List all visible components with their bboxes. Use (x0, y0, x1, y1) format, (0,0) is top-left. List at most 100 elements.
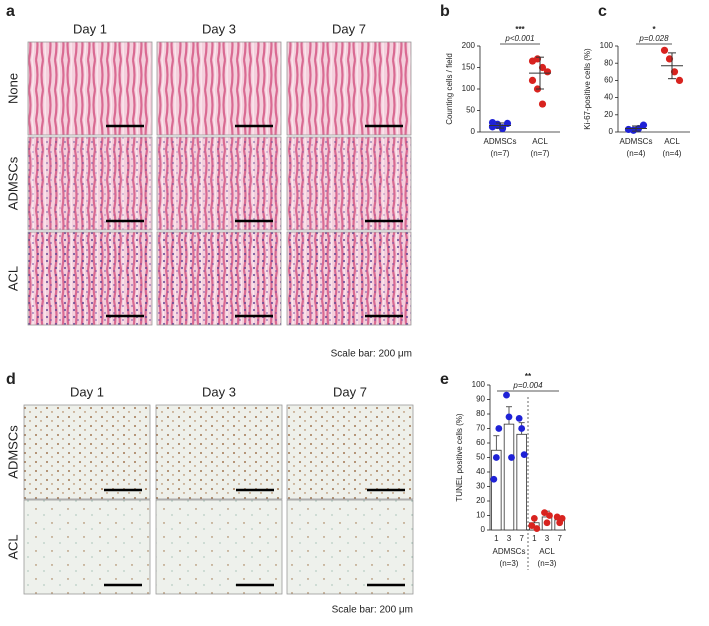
group-note: (n=7) (531, 149, 550, 158)
y-tick-label: 0 (481, 525, 486, 534)
y-tick-label: 0 (471, 127, 476, 136)
micrograph-frame (156, 41, 282, 136)
x-tick-label: 1 (494, 534, 499, 543)
micrograph-frame (23, 499, 151, 595)
micrograph-frame (23, 404, 151, 500)
point (543, 68, 552, 76)
point (505, 413, 513, 421)
y-axis-label: Ki-67-positive cells (%) (583, 48, 592, 130)
x-tick-label: 7 (557, 534, 562, 543)
y-tick-label: 100 (462, 84, 476, 93)
point (528, 76, 537, 84)
point (528, 522, 536, 530)
x-tick-label: 1 (532, 534, 537, 543)
micrograph (287, 500, 413, 594)
micrograph-frame (155, 499, 283, 595)
significance: * (652, 25, 656, 34)
point (639, 121, 648, 129)
group-label: ACL (539, 547, 555, 556)
micrograph-frame (27, 231, 153, 326)
panel-label: a (6, 3, 15, 20)
p-value: p=0.028 (638, 34, 669, 43)
panel-label: e (440, 371, 449, 388)
point (533, 525, 541, 532)
micrograph (156, 500, 282, 594)
micrograph (24, 500, 150, 594)
y-tick-label: 100 (600, 41, 614, 50)
micrograph (157, 137, 281, 230)
bar (491, 449, 502, 531)
micrograph-frame (27, 41, 153, 136)
group-note: (n=3) (538, 559, 557, 568)
point (495, 425, 503, 432)
p-value: p=0.004 (512, 381, 543, 390)
group-label: ACL (532, 137, 548, 146)
micrograph-frame (286, 136, 412, 231)
column-header: Day 3 (202, 384, 236, 399)
point (515, 414, 523, 422)
micrograph-frame (155, 404, 283, 500)
y-tick-label: 80 (476, 409, 485, 418)
y-tick-label: 70 (476, 424, 485, 433)
y-tick-label: 20 (604, 110, 613, 119)
y-tick-label: 0 (609, 127, 614, 136)
point (503, 391, 510, 399)
y-axis-label: TUNEL positive cells (%) (455, 413, 464, 502)
micrograph (287, 232, 411, 325)
y-tick-label: 40 (604, 93, 613, 102)
micrograph (157, 42, 281, 135)
micrograph-frame (286, 404, 414, 500)
micrograph (287, 137, 411, 230)
column-header: Day 3 (202, 21, 236, 36)
group-label: ADMSCs (620, 137, 653, 146)
y-tick-label: 40 (476, 467, 485, 476)
x-tick-label: 7 (519, 534, 524, 543)
group-note: (n=3) (500, 559, 519, 568)
point (520, 451, 528, 458)
group-label: ADMSCs (493, 547, 526, 556)
y-tick-label: 20 (476, 496, 485, 505)
group-note: (n=4) (627, 149, 646, 158)
point (665, 55, 674, 63)
x-tick-label: 3 (507, 534, 512, 543)
micrograph (28, 137, 152, 230)
point (518, 425, 526, 432)
x-tick-label: 3 (545, 534, 550, 543)
y-tick-label: 80 (604, 58, 613, 67)
row-label: ACL (5, 534, 20, 559)
bar (516, 433, 527, 531)
column-header: Day 1 (73, 21, 107, 36)
point (538, 100, 547, 108)
row-label: None (5, 73, 20, 104)
significance: *** (515, 25, 525, 34)
point (508, 454, 515, 461)
y-axis-label: Counting cells / field (445, 53, 454, 125)
micrograph (287, 42, 411, 135)
y-tick-label: 150 (462, 63, 476, 72)
micrograph-frame (27, 136, 153, 231)
column-header: Day 7 (332, 21, 366, 36)
micrograph-frame (156, 136, 282, 231)
point (492, 454, 500, 461)
y-tick-label: 60 (604, 76, 613, 85)
micrograph (287, 405, 413, 499)
micrograph-frame (286, 231, 412, 326)
micrograph-frame (286, 499, 414, 595)
row-label: ADMSCs (5, 425, 20, 479)
y-tick-label: 100 (472, 380, 486, 389)
group-label: ADMSCs (484, 137, 517, 146)
panel-label: c (598, 3, 607, 20)
point (675, 76, 684, 84)
point (530, 515, 538, 522)
panel-label: d (6, 371, 16, 388)
bar (503, 423, 515, 531)
point (541, 509, 548, 516)
micrograph-frame (286, 41, 412, 136)
micrograph (24, 405, 150, 499)
p-value: p<0.001 (504, 34, 534, 43)
micrograph-frame (156, 231, 282, 326)
micrograph (28, 42, 152, 135)
micrograph (28, 232, 152, 325)
